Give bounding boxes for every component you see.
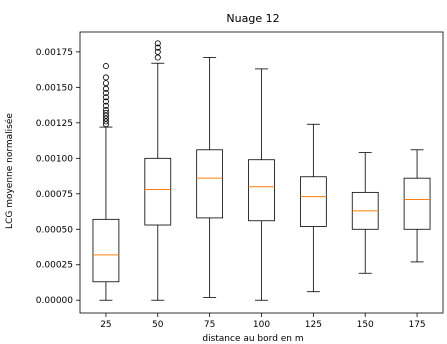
outlier-point <box>102 85 109 92</box>
box-25 <box>92 218 120 283</box>
outlier-point <box>102 107 109 114</box>
x-tick-label: 150 <box>357 320 374 330</box>
y-tick-label: 0.00100 <box>36 154 73 164</box>
outlier-point <box>102 109 109 116</box>
plot-area: 0.00000 0.00025 0.00050 0.00075 0.00100 0.001… <box>36 31 444 330</box>
x-tick-label: 125 <box>305 320 322 330</box>
x-tick-label: 50 <box>152 320 164 330</box>
y-tick-label: 0.00075 <box>36 190 73 200</box>
outlier-point <box>154 54 161 61</box>
chart-title: Nuage 12 <box>226 12 279 25</box>
outlier-point <box>102 74 109 81</box>
box-50 <box>144 157 172 226</box>
outlier-point <box>102 121 109 128</box>
y-tick-label: 0.00175 <box>36 48 73 58</box>
outlier-point <box>154 48 161 55</box>
x-tick-label: 75 <box>204 320 215 330</box>
outlier-point <box>154 40 161 47</box>
outlier-point <box>102 94 109 101</box>
outlier-point <box>102 112 109 119</box>
outlier-point <box>102 80 109 87</box>
x-tick-label: 100 <box>253 320 270 330</box>
x-axis-title: distance au bord en m <box>202 334 303 344</box>
y-tick-label: 0.00000 <box>36 296 73 306</box>
x-tick-label: 25 <box>100 320 111 330</box>
y-axis-title: LCG moyenne normalisée <box>4 113 15 229</box>
outlier-point <box>102 118 109 125</box>
outlier-point <box>102 115 109 122</box>
outlier-point <box>102 98 109 105</box>
box-100 <box>248 159 275 222</box>
outlier-point <box>154 44 161 51</box>
outlier-point <box>102 102 109 109</box>
y-tick-label: 0.00125 <box>36 119 73 129</box>
outlier-point <box>102 63 109 70</box>
x-tick-label: 175 <box>408 320 425 330</box>
y-tick-label: 0.00025 <box>36 261 73 271</box>
box-125 <box>299 176 327 227</box>
y-tick-label: 0.00050 <box>36 225 73 235</box>
y-tick-label: 0.00150 <box>36 83 73 93</box>
outlier-point <box>102 90 109 97</box>
box-175 <box>403 177 431 230</box>
box-75 <box>196 149 224 219</box>
